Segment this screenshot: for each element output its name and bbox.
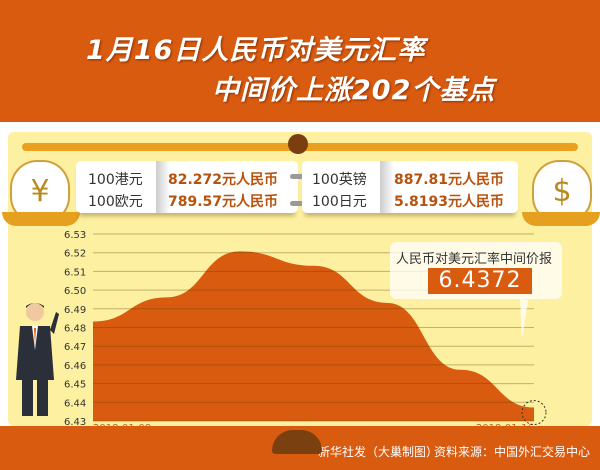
highlight-circle — [521, 400, 547, 426]
y-tick-label: 6.44 — [64, 398, 86, 409]
scale-pivot — [288, 134, 308, 154]
dollar-bag-icon: $ — [532, 160, 592, 222]
scale-base — [272, 430, 322, 454]
right-pan — [522, 212, 600, 226]
rate-label: 100欧元 — [88, 194, 143, 210]
businessman-figure — [16, 303, 59, 416]
callout-title: 人民币对美元汇率中间价报 — [396, 252, 553, 267]
y-tick-label: 6.51 — [64, 267, 86, 278]
callout-pointer — [520, 299, 528, 340]
rate-value: 887.81元人民币 — [394, 172, 505, 188]
left-pan — [2, 212, 80, 226]
rates-card-right: 100英镑 887.81元人民币 100日元 5.8193元人民币 — [302, 161, 518, 213]
y-tick-label: 6.45 — [64, 380, 86, 391]
y-tick-label: 6.43 — [64, 417, 86, 428]
callout-box: 人民币对美元汇率中间价报 6.4372 — [390, 242, 562, 299]
y-tick-label: 6.46 — [64, 361, 86, 372]
y-tick-label: 6.52 — [64, 249, 86, 260]
title-line-2: 中间价上涨202个基点 — [212, 75, 496, 106]
title-line-1: 1月16日人民币对美元汇率 — [86, 35, 426, 66]
y-tick-label: 6.50 — [64, 286, 86, 297]
y-tick-label: 6.53 — [64, 230, 86, 241]
link-connector — [290, 174, 304, 179]
credit-text: 新华社发（大巢制图） — [318, 445, 439, 459]
link-connector — [290, 201, 304, 206]
rates-card-left: 100港元 82.272元人民币 100欧元 789.57元人民币 — [76, 161, 298, 213]
yuan-bag-icon: ¥ — [10, 160, 70, 222]
rate-label: 100英镑 — [312, 172, 367, 188]
rate-label: 100港元 — [88, 172, 143, 188]
callout-value: 6.4372 — [428, 268, 532, 294]
area-series — [93, 251, 534, 421]
rate-value: 82.272元人民币 — [168, 172, 279, 188]
header-banner: 1月16日人民币对美元汇率 中间价上涨202个基点 — [0, 0, 600, 122]
rate-value: 789.57元人民币 — [168, 194, 279, 210]
y-tick-label: 6.49 — [64, 305, 86, 316]
rate-label: 100日元 — [312, 194, 367, 210]
y-tick-label: 6.47 — [64, 342, 86, 353]
source-text: 资料来源：中国外汇交易中心 — [434, 445, 591, 459]
y-tick-label: 6.48 — [64, 324, 86, 335]
rate-value: 5.8193元人民币 — [394, 194, 505, 210]
